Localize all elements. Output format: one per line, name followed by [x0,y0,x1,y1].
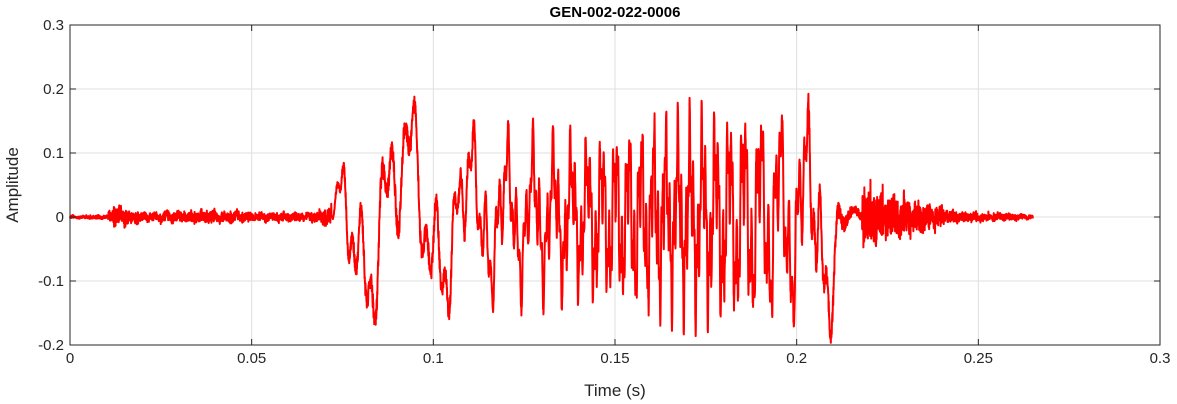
y-tick-label: 0.1 [43,145,64,162]
signal-layer [69,92,1034,344]
x-tick-label: 0.1 [423,350,444,367]
x-axis-ticks: 0 0.05 0.1 0.15 0.2 0.25 0.3 [66,25,1171,367]
y-axis-label: Amplitude [3,147,22,223]
x-tick-label: 0.2 [786,350,807,367]
x-tick-label: 0.15 [600,350,629,367]
x-tick-label: 0.3 [1150,350,1171,367]
y-tick-label: 0.2 [43,81,64,98]
x-tick-label: 0.25 [964,350,993,367]
chart-title: GEN-002-022-0006 [550,4,681,21]
x-tick-label: 0 [66,350,74,367]
x-tick-label: 0.05 [237,350,266,367]
y-tick-label: 0 [56,209,64,226]
waveform-line [69,92,1034,344]
y-tick-label: -0.2 [38,337,64,354]
x-axis-label: Time (s) [584,381,646,400]
y-tick-label: 0.3 [43,17,64,34]
y-axis-ticks: -0.2 -0.1 0 0.1 0.2 0.3 [38,17,1160,354]
y-tick-label: -0.1 [38,273,64,290]
